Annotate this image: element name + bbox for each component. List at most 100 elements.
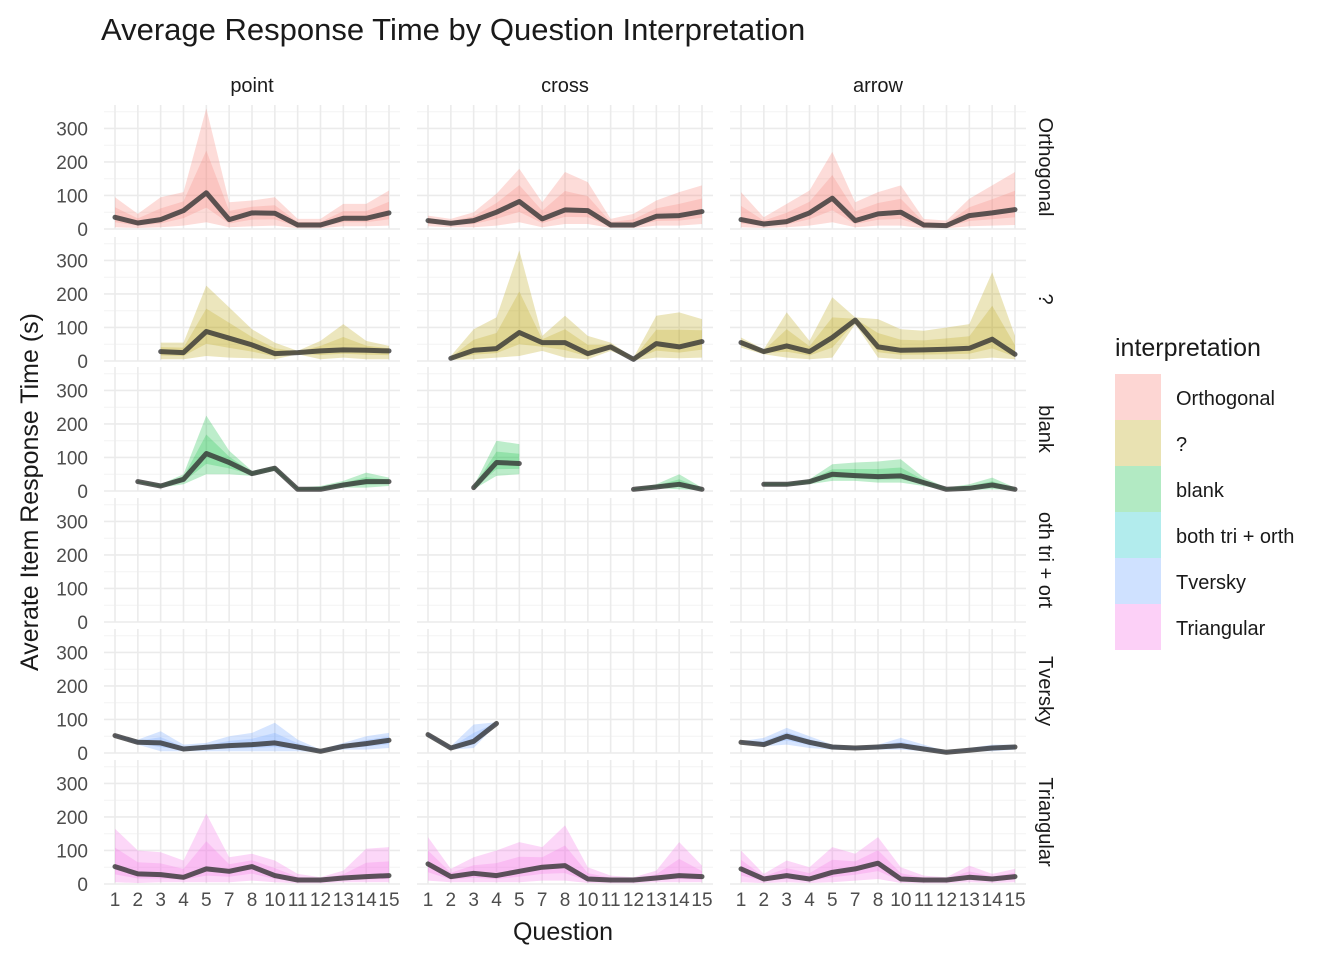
legend-item-both-tri-orth: both tri + orth: [1115, 512, 1294, 558]
x-tick-label: 12: [936, 890, 957, 911]
y-tick-label: 300: [56, 512, 88, 533]
range-band: [741, 837, 1015, 884]
y-tick-label: 0: [77, 352, 88, 373]
x-tick-label: 7: [850, 890, 861, 911]
y-tick-label: 0: [77, 875, 88, 896]
range-band: [115, 722, 389, 753]
x-axis-title: Question: [513, 918, 613, 946]
chart-title: Average Response Time by Question Interp…: [101, 12, 805, 47]
panel-orthogonal-cross: [417, 105, 713, 230]
x-tick-label: 2: [759, 890, 770, 911]
y-tick-label: 200: [56, 677, 88, 698]
x-tick-label: 11: [914, 890, 934, 911]
range-band: [115, 813, 389, 884]
x-tick-label: 11: [288, 890, 308, 911]
panel-unknown-cross: [417, 237, 713, 362]
mean-line: [158, 329, 392, 357]
inner-band: [137, 434, 389, 490]
mean-line: [631, 481, 705, 492]
series-triangular-cross: [425, 825, 705, 884]
x-tick-label: 12: [310, 890, 331, 911]
series-orthogonal-arrow: [738, 151, 1018, 229]
mean-line: [471, 460, 522, 491]
x-tick-label: 12: [623, 890, 644, 911]
legend-item-triangular: Triangular: [1115, 604, 1266, 650]
panel-blank-arrow: [730, 367, 1026, 492]
legend-title: interpretation: [1115, 334, 1261, 362]
x-tick-label: 8: [560, 890, 571, 911]
legend-swatch: [1115, 512, 1161, 558]
legend-swatch: [1115, 558, 1161, 604]
x-tick-label: 1: [736, 890, 747, 911]
x-tick-label: 5: [827, 890, 838, 911]
x-tick-label: 5: [201, 890, 212, 911]
x-tick-label: 13: [333, 890, 354, 911]
inner-band: [160, 308, 389, 357]
x-tick-label: 15: [378, 890, 399, 911]
series-triangular-point: [112, 813, 392, 884]
x-tick-label: 7: [224, 890, 235, 911]
y-tick-label: 100: [56, 579, 88, 600]
legend: interpretation Orthogonal? blank both tri …: [1115, 334, 1294, 650]
y-tick-label: 0: [77, 744, 88, 765]
legend-swatch: [1115, 604, 1161, 650]
series-blank-point: [135, 415, 392, 492]
panel-blank-point: [104, 367, 400, 492]
x-tick-label: 4: [491, 890, 502, 911]
series-tversky-point: [112, 722, 392, 754]
panel-orthogonal-point: [104, 105, 400, 230]
legend-label: blank: [1176, 480, 1225, 502]
row-strip-triangular: Triangular: [1034, 777, 1056, 867]
series-unknown-cross: [448, 250, 705, 362]
mean-line: [761, 471, 1018, 492]
x-tick-label: 8: [873, 890, 884, 911]
panel-grid: point cross arrow Orthogonal? blank oth tri +…: [56, 75, 1056, 911]
range-band: [428, 722, 497, 750]
y-tick-label: 0: [77, 613, 88, 634]
row-strip-both-tri-orth: oth tri + ort: [1034, 512, 1056, 609]
mean-line: [738, 733, 1018, 755]
series-blank-cross: [471, 440, 705, 492]
series-orthogonal-cross: [425, 168, 705, 228]
series-triangular-arrow: [738, 837, 1018, 884]
x-tick-label: 4: [804, 890, 815, 911]
row-strip-tversky: Tversky: [1034, 656, 1056, 726]
series-orthogonal-point: [112, 108, 392, 229]
panel-both-tri-orth-cross: [417, 498, 713, 623]
y-tick-label: 100: [56, 186, 88, 207]
range-band: [428, 825, 702, 884]
x-tick-label: 13: [959, 890, 980, 911]
y-tick-label: 200: [56, 153, 88, 174]
panel-blank-cross: [417, 367, 713, 492]
y-axis-title: Averate Item Response Time (s): [16, 313, 44, 671]
mean-line: [425, 199, 705, 228]
panel-both-tri-orth-point: [104, 498, 400, 623]
inner-band: [741, 305, 1015, 357]
column-strip-cross: cross: [541, 75, 589, 97]
x-tick-label: 3: [781, 890, 792, 911]
x-tick-label: 2: [133, 890, 144, 911]
mean-line: [425, 721, 499, 751]
x-tick-label: 14: [669, 890, 691, 911]
legend-label: Orthogonal: [1176, 388, 1275, 410]
x-tick-label: 3: [468, 890, 479, 911]
series-unknown-point: [158, 285, 392, 360]
y-tick-label: 200: [56, 285, 88, 306]
legend-label: Triangular: [1176, 618, 1266, 640]
y-tick-label: 200: [56, 808, 88, 829]
y-tick-label: 200: [56, 415, 88, 436]
y-tick-label: 300: [56, 643, 88, 664]
inner-band: [450, 291, 702, 360]
panel-both-tri-orth-arrow: [730, 498, 1026, 623]
y-tick-label: 200: [56, 546, 88, 567]
x-tick-label: 13: [646, 890, 667, 911]
y-tick-label: 0: [77, 482, 88, 503]
panel-triangular-arrow: [730, 760, 1026, 885]
mean-line: [135, 451, 392, 492]
legend-label: ?: [1176, 434, 1187, 456]
x-tick-label: 10: [890, 890, 911, 911]
series-unknown-arrow: [738, 272, 1018, 360]
series-tversky-arrow: [738, 727, 1018, 755]
inner-band: [428, 185, 702, 227]
